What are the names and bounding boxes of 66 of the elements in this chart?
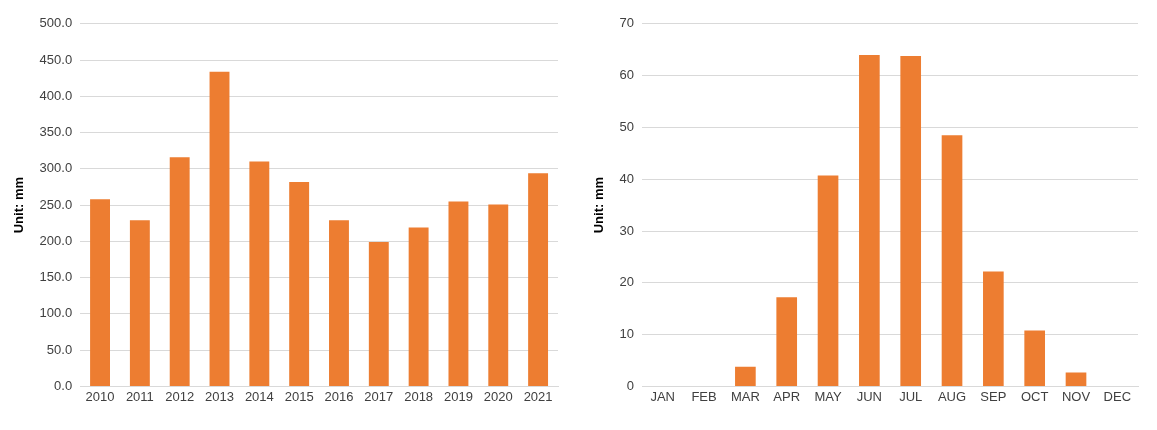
y-tick-label: 50.0 [46,341,73,357]
x-tick-label: OCT [1020,388,1049,404]
x-tick-label: DEC [1103,388,1132,404]
bar [90,199,110,386]
x-tick-label: 2011 [125,388,154,404]
bar [129,220,150,386]
x-tick-label: 2012 [165,388,195,404]
y-tick-label: 40 [619,170,635,186]
bar [249,161,270,386]
bar [1024,330,1046,386]
x-tick-label: JAN [650,388,676,404]
y-tick-label: 450.0 [39,51,73,67]
x-tick-label: 2016 [324,388,354,404]
x-tick-label: 2013 [205,388,234,404]
bar [859,54,880,386]
bar [209,71,230,386]
x-tick-label: MAY [814,388,842,404]
x-tick-label: 2019 [443,388,473,404]
bar [776,297,798,386]
y-tick-label: 200.0 [39,232,73,248]
y-tick-label: 250.0 [39,196,73,212]
bar [408,227,429,386]
bar [735,366,756,386]
y-tick-label: 30 [619,222,635,238]
y-tick-label: 70 [619,15,635,31]
y-tick-label: 500.0 [39,15,73,31]
bar [488,204,509,386]
y-tick-label: 300.0 [39,160,73,176]
bar [329,220,349,386]
bar [289,181,310,386]
x-tick-label: SEP [980,388,1007,404]
x-tick-label: 2015 [284,388,314,404]
y-tick-label: 350.0 [39,124,73,140]
y-tick-label: 10 [619,326,635,342]
bar [983,271,1004,386]
y-tick-label: 50 [619,118,635,134]
y-tick-label: 0.0 [54,377,73,393]
x-tick-label: NOV [1061,388,1091,404]
x-tick-label: FEB [691,388,717,404]
y-axis-title: Unit: mm [591,176,607,234]
bar [528,173,549,386]
x-tick-label: JUN [856,388,883,404]
bar [448,201,469,386]
y-tick-label: 100.0 [39,305,73,321]
x-tick-label: 2021 [523,388,553,404]
bar [817,175,839,386]
x-tick-label: 2010 [85,388,115,404]
x-tick-label: JUL [899,388,923,404]
bar [900,55,922,386]
x-tick-label: APR [773,388,801,404]
x-tick-label: 2014 [244,388,274,404]
bar [169,157,190,386]
bar [368,242,389,386]
x-tick-label: MAR [730,388,760,404]
x-tick-label: AUG [937,388,967,404]
y-tick-label: 400.0 [39,87,73,103]
y-tick-label: 0 [626,377,635,393]
bar [1065,372,1087,386]
x-tick-label: 2018 [404,388,434,404]
bar [941,135,963,386]
x-tick-label: 2017 [364,388,394,404]
y-axis-title: Unit: mm [11,176,27,234]
x-tick-label: 2020 [483,388,513,404]
y-tick-label: 20 [619,274,635,290]
y-tick-label: 150.0 [39,269,73,285]
y-tick-label: 60 [619,67,635,83]
